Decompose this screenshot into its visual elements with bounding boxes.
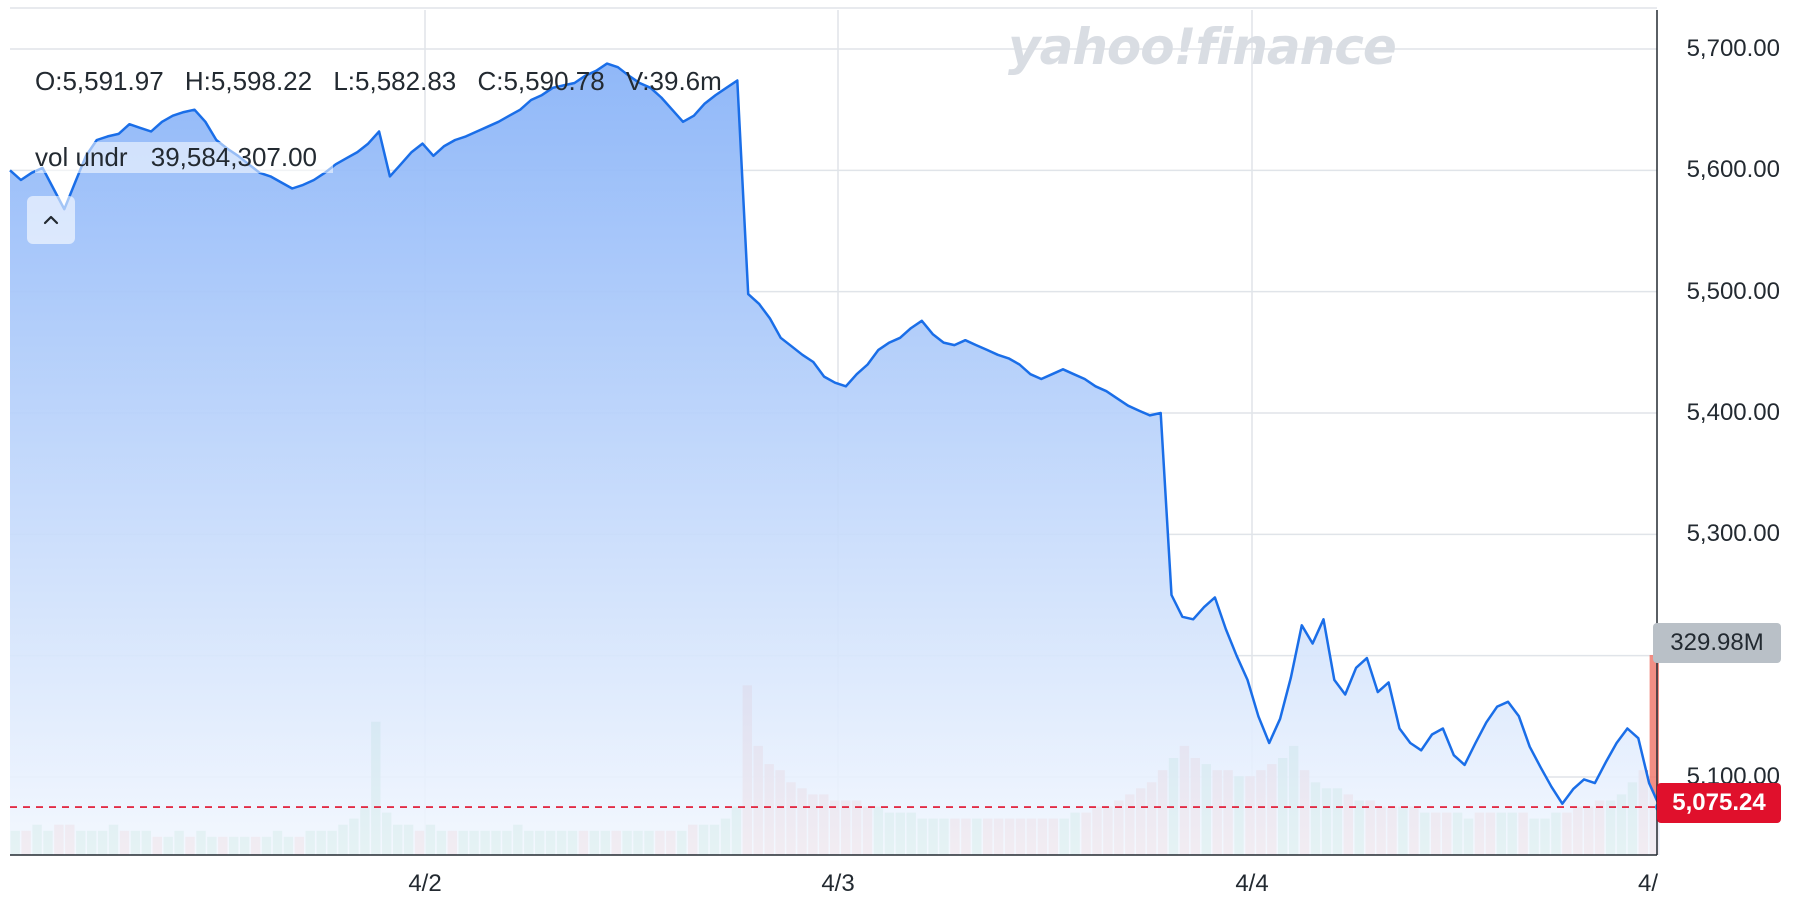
y-tick-label: 5,400.00 [1686, 399, 1780, 426]
x-tick-label: 4/ [1637, 870, 1659, 897]
volume-bar [1649, 655, 1659, 855]
volume-indicator-value: 39,584,307.00 [150, 142, 318, 172]
high-value: H:5,598.22 [184, 66, 313, 96]
volume-indicator-readout: vol undr 39,584,307.00 [35, 142, 334, 173]
x-tick-label: 4/3 [821, 870, 855, 897]
volume-value: V:39.6m [625, 66, 722, 96]
close-value: C:5,590.78 [477, 66, 605, 96]
current-price-badge: 5,075.24 [1657, 783, 1781, 823]
y-tick-label: 5,300.00 [1686, 520, 1780, 548]
y-tick-label: 5,500.00 [1686, 277, 1780, 305]
chevron-up-icon [43, 215, 59, 225]
y-tick-label: 5,700.00 [1686, 35, 1780, 62]
x-tick-label: 4/4 [1235, 870, 1269, 897]
open-value: O:5,591.97 [35, 66, 164, 96]
y-tick-label: 5,600.00 [1686, 156, 1780, 184]
volume-badge: 329.98M [1653, 623, 1781, 663]
price-area [10, 63, 1660, 856]
ohlc-readout: O:5,591.97 H:5,598.22 L:5,582.83 C:5,590… [35, 66, 736, 97]
yahoo-finance-watermark: yahoo!finance [1008, 18, 1397, 76]
x-tick-label: 4/2 [408, 870, 442, 897]
volume-indicator-label: vol undr [35, 142, 128, 172]
price-line [9, 62, 1662, 808]
low-value: L:5,582.83 [333, 66, 457, 96]
collapse-legend-button[interactable] [27, 196, 75, 244]
